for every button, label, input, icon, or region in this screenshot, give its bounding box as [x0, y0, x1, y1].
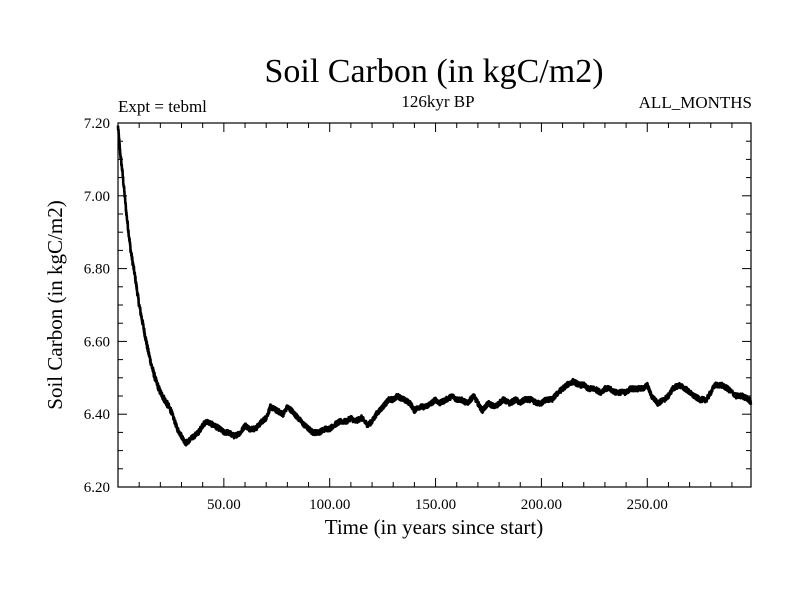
- chart-title: Soil Carbon (in kgC/m2): [264, 53, 603, 90]
- y-tick-label: 6.20: [84, 480, 110, 496]
- y-tick-labels: 6.20 6.40 6.60 6.80 7.00 7.20: [84, 116, 110, 496]
- y-tick-label: 6.80: [84, 262, 110, 278]
- y-tick-label: 7.00: [84, 189, 110, 205]
- series-line-soil-carbon: [116, 125, 753, 447]
- experiment-label: Expt = tebml: [118, 97, 207, 116]
- period-label: 126kyr BP: [401, 92, 474, 111]
- axis-ticks: [118, 123, 751, 487]
- data-series: [116, 125, 753, 447]
- x-tick-label: 150.00: [415, 497, 456, 513]
- y-tick-label: 6.40: [84, 407, 110, 423]
- x-tick-label: 50.00: [207, 497, 241, 513]
- x-tick-labels: 50.00 100.00 150.00 200.00 250.00: [207, 497, 668, 513]
- x-tick-label: 250.00: [627, 497, 668, 513]
- plot-frame: [117, 122, 752, 488]
- x-axis-label: Time (in years since start): [325, 515, 544, 539]
- y-tick-label: 6.60: [84, 334, 110, 350]
- x-tick-label: 200.00: [521, 497, 562, 513]
- y-tick-label: 7.20: [84, 116, 110, 132]
- x-tick-label: 100.00: [309, 497, 350, 513]
- y-axis-label: Soil Carbon (in kgC/m2): [43, 200, 67, 409]
- months-label: ALL_MONTHS: [639, 93, 752, 112]
